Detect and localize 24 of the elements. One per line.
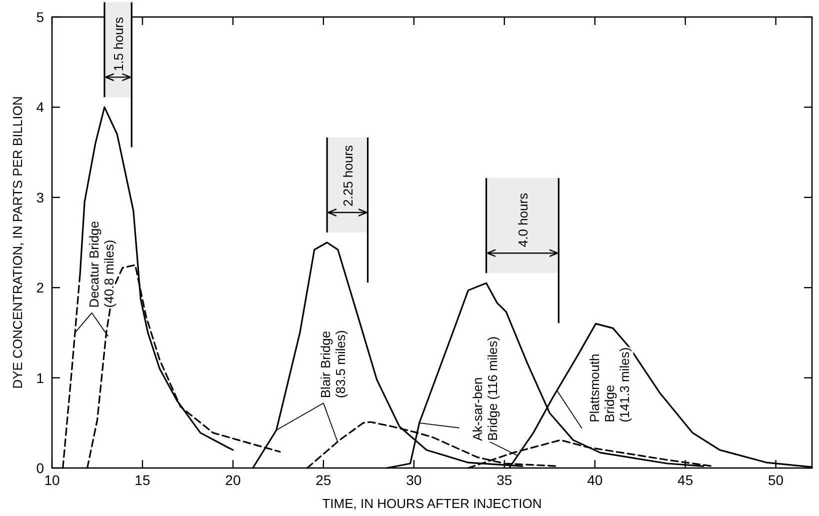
x-tick-label: 20 (225, 472, 241, 488)
annotation: Plattsmouth Bridge (141.3 miles) (586, 347, 632, 422)
x-tick-label: 25 (316, 472, 332, 488)
y-axis-title: DYE CONCENTRATION, IN PARTS PER BILLION (10, 96, 25, 389)
x-tick-label: 15 (134, 472, 150, 488)
y-tick-label: 0 (36, 460, 44, 476)
x-tick-label: 40 (587, 472, 603, 488)
annotation: Decatur Bridge (40.8 miles) (86, 220, 116, 308)
x-tick-label: 45 (678, 472, 694, 488)
y-tick-label: 1 (36, 370, 44, 386)
x-tick-label: 50 (768, 472, 784, 488)
x-tick-label: 10 (44, 472, 60, 488)
band-label: 4.0 hours (515, 192, 530, 248)
x-axis-title: TIME, IN HOURS AFTER INJECTION (322, 496, 542, 511)
y-tick-label: 5 (36, 9, 44, 25)
x-tick-label: 30 (406, 472, 422, 488)
y-tick-label: 2 (36, 280, 44, 296)
y-tick-label: 3 (36, 189, 44, 206)
y-tick-label: 4 (36, 99, 44, 116)
band-label: 2.25 hours (340, 144, 356, 206)
annotation: Blair Bridge (83.5 miles) (318, 330, 348, 398)
band-label: 1.5 hours (111, 16, 126, 72)
x-tick-label: 35 (496, 472, 512, 488)
annotation: Ak-sar-ben Bridge (116 miles) (470, 336, 500, 441)
